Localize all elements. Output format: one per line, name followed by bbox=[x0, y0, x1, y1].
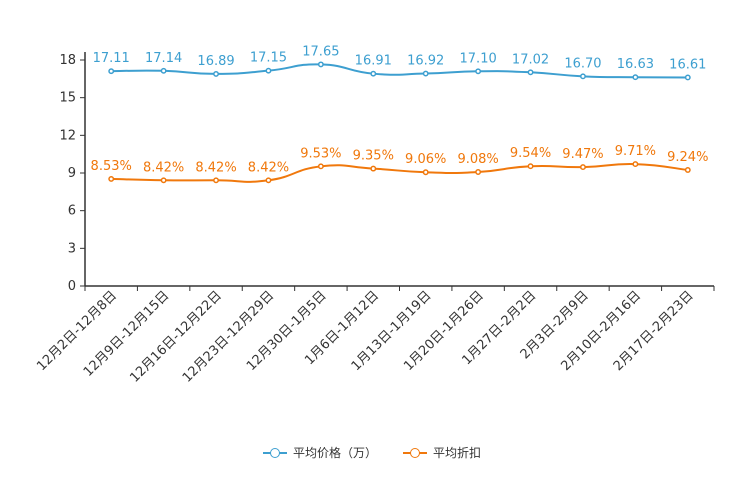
data-point[interactable] bbox=[580, 164, 586, 171]
data-label: 17.65 bbox=[302, 44, 339, 59]
data-point[interactable] bbox=[317, 163, 324, 170]
y-tick-label: 15 bbox=[59, 91, 76, 106]
data-point[interactable] bbox=[422, 169, 429, 176]
data-point[interactable] bbox=[475, 68, 482, 75]
y-tick-label: 6 bbox=[68, 204, 76, 219]
line-marker-icon bbox=[403, 447, 427, 459]
data-label: 8.42% bbox=[195, 160, 236, 175]
y-tick-label: 0 bbox=[68, 279, 76, 294]
x-tick-label: 12月23日-12月29日 bbox=[180, 288, 277, 385]
data-point[interactable] bbox=[160, 177, 167, 184]
data-point[interactable] bbox=[108, 68, 115, 75]
data-label: 16.70 bbox=[564, 56, 601, 71]
data-point[interactable] bbox=[317, 61, 324, 68]
data-label: 8.42% bbox=[248, 160, 289, 175]
data-label: 16.92 bbox=[407, 54, 444, 69]
data-label: 9.47% bbox=[562, 147, 603, 162]
data-label: 9.53% bbox=[300, 146, 341, 161]
data-point[interactable] bbox=[370, 70, 377, 77]
y-tick-label: 3 bbox=[68, 241, 76, 256]
legend-label-price: 平均价格（万） bbox=[292, 446, 377, 460]
data-point[interactable] bbox=[527, 69, 534, 76]
data-label: 8.53% bbox=[91, 159, 132, 174]
data-point[interactable] bbox=[213, 70, 219, 77]
data-label: 9.24% bbox=[667, 150, 708, 165]
legend-item-price[interactable]: 平均价格（万） bbox=[262, 444, 377, 461]
data-label: 16.89 bbox=[197, 54, 234, 69]
series-group bbox=[108, 61, 691, 184]
data-label: 17.14 bbox=[145, 51, 182, 66]
data-point[interactable] bbox=[632, 74, 639, 81]
data-point[interactable] bbox=[160, 67, 167, 74]
data-point[interactable] bbox=[632, 161, 639, 168]
data-label: 8.42% bbox=[143, 160, 184, 175]
data-label: 17.02 bbox=[512, 52, 549, 67]
data-point[interactable] bbox=[422, 70, 429, 77]
data-label: 17.11 bbox=[93, 51, 130, 66]
data-label: 9.54% bbox=[510, 146, 551, 161]
data-point[interactable] bbox=[265, 67, 272, 74]
data-point[interactable] bbox=[265, 177, 272, 184]
line-chart: 036912151812月2日-12月8日12月9日-12月15日12月16日-… bbox=[34, 44, 715, 386]
y-tick-label: 12 bbox=[59, 128, 76, 143]
axes-group: 036912151812月2日-12月8日12月9日-12月15日12月16日-… bbox=[34, 52, 715, 386]
data-label: 16.63 bbox=[617, 57, 654, 72]
data-label: 9.35% bbox=[353, 149, 394, 164]
data-label: 17.10 bbox=[460, 51, 497, 66]
line-marker-icon bbox=[262, 447, 287, 459]
data-label: 16.61 bbox=[669, 57, 706, 72]
data-point[interactable] bbox=[580, 73, 586, 80]
data-point[interactable] bbox=[213, 177, 219, 184]
data-point[interactable] bbox=[475, 169, 482, 175]
data-label: 16.91 bbox=[355, 54, 392, 69]
series-line-1 bbox=[111, 162, 688, 183]
data-point[interactable] bbox=[684, 167, 691, 173]
data-point[interactable] bbox=[108, 175, 115, 182]
data-label: 17.15 bbox=[250, 51, 287, 66]
series-line-0 bbox=[111, 63, 688, 79]
data-label: 9.06% bbox=[405, 152, 446, 167]
legend-label-discount: 平均折扣 bbox=[433, 446, 482, 460]
data-label: 9.08% bbox=[457, 152, 498, 167]
y-tick-label: 9 bbox=[68, 166, 76, 181]
legend-item-discount[interactable]: 平均折扣 bbox=[403, 444, 481, 461]
legend: 平均价格（万） 平均折扣 bbox=[0, 444, 744, 461]
y-tick-label: 18 bbox=[59, 53, 76, 68]
data-point[interactable] bbox=[527, 163, 534, 170]
data-point[interactable] bbox=[370, 165, 377, 172]
data-label: 9.71% bbox=[615, 144, 656, 159]
x-tick-label: 12月16日-12月22日 bbox=[127, 288, 224, 385]
data-point[interactable] bbox=[684, 74, 691, 81]
data-labels-group: 17.11 17.14 16.89 17.15 17.65 16.91 16.92 17.10… bbox=[91, 44, 709, 175]
